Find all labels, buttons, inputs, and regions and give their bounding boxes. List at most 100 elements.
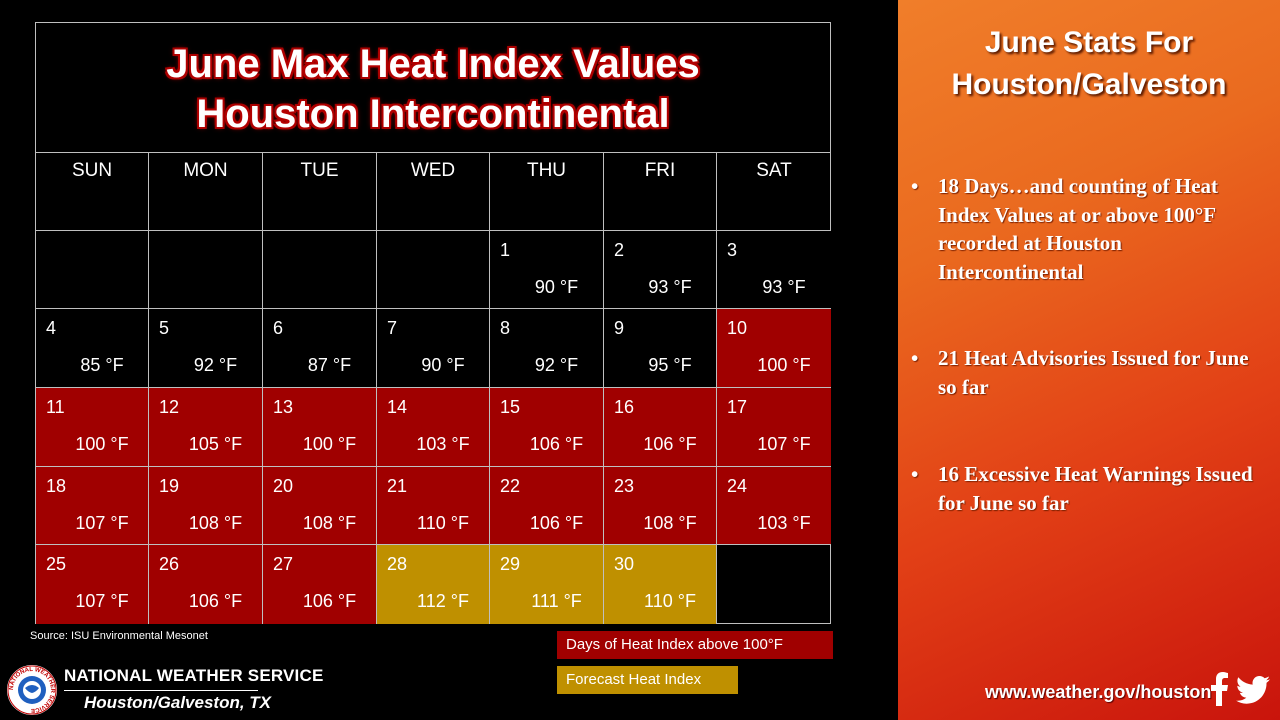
empty-day-cell — [717, 545, 831, 624]
nws-logo-icon: NATIONAL WEATHER SERVICE — [7, 665, 57, 715]
day-number: 19 — [159, 476, 180, 496]
legend-heat-days: Days of Heat Index above 100°F — [557, 631, 833, 659]
heat-index-value: 90 °F — [421, 355, 465, 375]
heat-index-calendar: June Max Heat Index Values Houston Inter… — [35, 22, 831, 624]
stat-bullet-text: 16 Excessive Heat Warnings Issued for Ju… — [938, 462, 1253, 515]
stats-title-line2: Houston/Galveston — [951, 68, 1227, 101]
day-number: 27 — [273, 554, 294, 574]
empty-day-cell — [36, 231, 149, 309]
heat-index-value: 93 °F — [762, 277, 806, 297]
heat-index-value: 106 °F — [643, 434, 697, 454]
day-cell-1: 1 90 °F — [490, 231, 604, 309]
legend-forecast: Forecast Heat Index — [557, 666, 738, 694]
day-number: 4 — [46, 318, 57, 338]
day-number: 13 — [273, 397, 294, 417]
day-number: 5 — [159, 318, 170, 338]
day-cell-25: 25 107 °F — [36, 545, 149, 624]
heat-index-value: 92 °F — [534, 355, 579, 375]
twitter-icon[interactable] — [1236, 676, 1270, 704]
day-cell-24: 24 103 °F — [717, 467, 831, 545]
day-cell-6: 6 87 °F — [263, 309, 377, 388]
calendar-title-line2: Houston Intercontinental — [196, 92, 670, 136]
day-number: 6 — [273, 318, 284, 338]
day-cell-9: 9 95 °F — [604, 309, 717, 388]
day-number: 18 — [46, 476, 67, 496]
heat-index-value: 105 °F — [188, 434, 243, 454]
day-number: 10 — [727, 318, 748, 338]
stat-bullet-text: 21 Heat Advisories Issued for June so fa… — [938, 346, 1249, 399]
heat-index-value: 103 °F — [416, 434, 470, 454]
day-number: 9 — [614, 318, 625, 338]
heat-index-value: 107 °F — [75, 513, 129, 533]
stat-bullet-text: 18 Days…and counting of Heat Index Value… — [938, 174, 1219, 284]
day-cell-4: 4 85 °F — [36, 309, 149, 388]
nws-divider — [64, 690, 258, 691]
calendar-title-line1: June Max Heat Index Values — [166, 42, 700, 86]
day-number: 14 — [387, 397, 408, 417]
day-number: 15 — [500, 397, 521, 417]
day-number: 22 — [500, 476, 521, 496]
day-cell-27: 27 106 °F — [263, 545, 377, 624]
day-cell-7: 7 90 °F — [377, 309, 490, 388]
weekday-header-sat: SAT — [717, 153, 831, 231]
weekday-header-mon: MON — [149, 153, 263, 231]
day-number: 1 — [500, 240, 511, 260]
day-cell-22: 22 106 °F — [490, 467, 604, 545]
heat-index-value: 106 °F — [529, 513, 584, 533]
heat-index-value: 87 °F — [307, 355, 352, 375]
nws-office-name: Houston/Galveston, TX — [84, 693, 272, 712]
weekday-header-sun: SUN — [36, 153, 149, 231]
weekday-header-tue: TUE — [263, 153, 377, 231]
heat-index-value: 111 °F — [531, 591, 582, 611]
heat-index-value: 92 °F — [193, 355, 238, 375]
heat-index-value: 106 °F — [529, 434, 584, 454]
day-number: 11 — [46, 397, 65, 417]
heat-index-value: 106 °F — [302, 591, 357, 611]
heat-index-value: 100 °F — [302, 434, 357, 454]
day-number: 12 — [159, 397, 180, 417]
heat-index-value: 103 °F — [757, 513, 811, 533]
day-cell-18: 18 107 °F — [36, 467, 149, 545]
day-cell-13: 13 100 °F — [263, 388, 377, 467]
weekday-header-fri: FRI — [604, 153, 717, 231]
day-cell-3: 3 93 °F — [717, 231, 831, 309]
day-cell-17: 17 107 °F — [717, 388, 831, 467]
stat-bullet-heat-warnings: • 16 Excessive Heat Warnings Issued for … — [906, 460, 1271, 517]
heat-index-value: 95 °F — [648, 355, 692, 375]
heat-index-value: 108 °F — [302, 513, 357, 533]
heat-index-value: 112 °F — [417, 591, 469, 611]
day-number: 26 — [159, 554, 180, 574]
heat-index-value: 100 °F — [757, 355, 811, 375]
day-number: 8 — [500, 318, 511, 338]
heat-index-value: 110 °F — [417, 513, 469, 533]
day-number: 28 — [387, 554, 408, 574]
day-cell-26: 26 106 °F — [149, 545, 263, 624]
heat-index-value: 108 °F — [643, 513, 697, 533]
bullet-dot-icon: • — [911, 462, 919, 486]
facebook-icon[interactable] — [1209, 672, 1229, 706]
day-number: 7 — [387, 318, 398, 338]
stat-bullet-heat-advisories: • 21 Heat Advisories Issued for June so … — [906, 344, 1271, 401]
heat-index-value: 106 °F — [188, 591, 243, 611]
bullet-dot-icon: • — [911, 174, 919, 198]
day-number: 20 — [273, 476, 294, 496]
heat-index-value: 93 °F — [648, 277, 692, 297]
calendar-panel: June Max Heat Index Values Houston Inter… — [7, 22, 833, 715]
heat-index-value: 90 °F — [534, 277, 579, 297]
day-number: 30 — [614, 554, 635, 574]
day-cell-21: 21 110 °F — [377, 467, 490, 545]
stats-panel: June Stats For Houston/Galveston • 18 Da… — [898, 0, 1280, 720]
heat-index-value: 107 °F — [75, 591, 129, 611]
day-cell-29: 29 111 °F — [490, 545, 604, 624]
empty-day-cell — [377, 231, 490, 309]
bullet-dot-icon: • — [911, 346, 919, 370]
day-cell-16: 16 106 °F — [604, 388, 717, 467]
weekday-header-wed: WED — [377, 153, 490, 231]
website-link[interactable]: www.weather.gov/houston — [985, 682, 1212, 702]
heat-index-value: 108 °F — [188, 513, 243, 533]
heat-index-value: 85 °F — [80, 355, 124, 375]
stat-bullet-heat-days: • 18 Days…and counting of Heat Index Val… — [906, 172, 1271, 286]
stats-title-line1: June Stats For — [984, 26, 1194, 59]
day-number: 29 — [500, 554, 521, 574]
day-cell-12: 12 105 °F — [149, 388, 263, 467]
